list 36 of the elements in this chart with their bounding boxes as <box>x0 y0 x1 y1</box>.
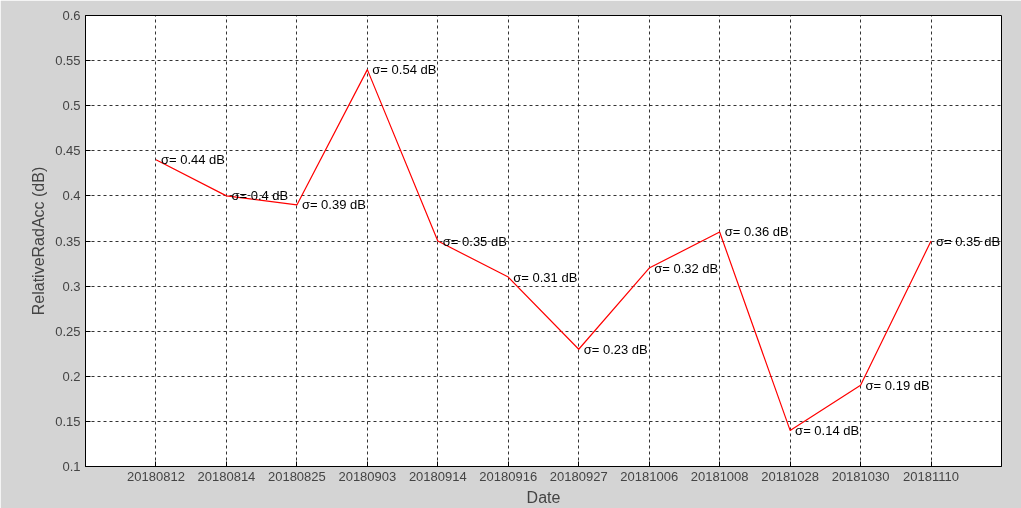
x-tick-label: 20181028 <box>761 468 820 484</box>
x-tick-label: 20181006 <box>620 468 679 484</box>
x-tick-label: 20180812 <box>127 468 185 484</box>
data-label: σ= 0.23 dB <box>583 341 648 357</box>
y-tick-label: 0.25 <box>55 323 81 339</box>
x-tick-label: 20180914 <box>408 468 467 484</box>
data-label: σ= 0.14 dB <box>795 422 860 438</box>
x-tick-label: 20181110 <box>903 468 960 484</box>
data-label: σ= 0.32 dB <box>654 260 719 276</box>
x-tick-label: 20180927 <box>549 468 608 484</box>
y-tick-label: 0.5 <box>62 98 81 114</box>
x-tick-label: 20180825 <box>267 468 326 484</box>
y-axis-title: RelativeRadAcc (dB) <box>30 166 48 316</box>
data-label: σ= 0.36 dB <box>724 224 789 240</box>
data-label: σ= 0.35 dB <box>442 233 507 249</box>
y-tick-label: 0.1 <box>62 459 81 474</box>
data-label: σ= 0.35 dB <box>936 233 1001 249</box>
x-axis-title: Date <box>526 488 561 506</box>
y-tick-label: 0.3 <box>62 278 81 294</box>
x-tick-label: 20181030 <box>831 468 890 484</box>
y-tick-label: 0.35 <box>55 233 81 249</box>
data-label: σ= 0.19 dB <box>865 377 930 393</box>
y-tick-label: 0.55 <box>55 53 81 69</box>
y-tick-label: 0.2 <box>62 368 81 384</box>
data-label: σ= 0.54 dB <box>372 62 437 78</box>
x-tick-label: 20180903 <box>338 468 397 484</box>
x-tick-label: 20180916 <box>479 468 538 484</box>
x-tick-label: 20180814 <box>197 468 256 484</box>
data-label: σ= 0.44 dB <box>160 152 226 168</box>
data-label: σ= 0.39 dB <box>301 197 366 213</box>
y-tick-label: 0.6 <box>62 8 81 23</box>
data-label: σ= 0.31 dB <box>513 269 578 285</box>
x-tick-label: 20181008 <box>690 468 749 484</box>
y-tick-label: 0.4 <box>62 188 81 204</box>
y-tick-label: 0.15 <box>55 413 81 429</box>
y-tick-label: 0.45 <box>55 143 81 159</box>
